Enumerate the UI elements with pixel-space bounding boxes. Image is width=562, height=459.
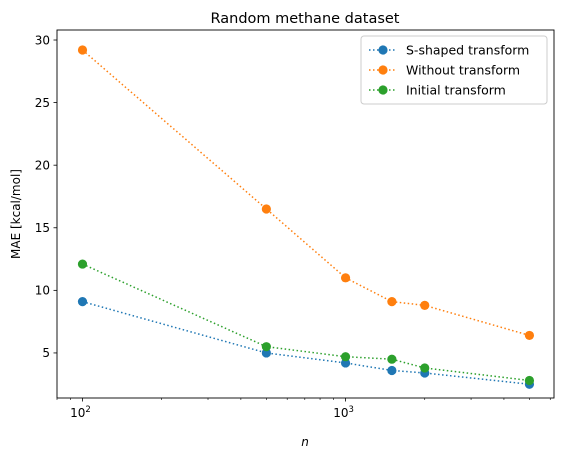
series-point-1-2 [340,273,351,283]
series-point-2-3 [387,354,397,364]
series-point-2-4 [420,363,430,373]
series-line-2 [82,263,530,382]
x-axis-label: n [301,435,309,449]
legend-label-1: Without transform [406,63,520,78]
plot-frame [56,29,555,399]
series-point-1-0 [77,45,88,55]
y-tick-label: 30 [35,33,50,47]
series-point-1-1 [261,204,271,214]
y-axis-ticks: 5 10 15 20 25 30 [35,33,57,360]
series-point-1-3 [387,297,397,307]
y-tick-label: 20 [35,158,50,172]
y-tick-label: 10 [35,284,50,298]
plot-series [77,45,535,389]
series-point-2-0 [77,259,88,269]
y-axis-label: MAE [kcal/mol] [9,169,23,259]
x-axis-ticks: 102 103 [56,398,551,420]
y-tick-label: 25 [35,96,50,110]
x-tick-label: 103 [333,405,354,420]
y-tick-label: 15 [35,221,50,235]
series-point-0-0 [77,297,88,307]
series-line-0 [82,300,530,385]
series-point-2-5 [524,375,535,386]
legend-marker-0 [378,45,388,55]
series-point-0-3 [387,365,397,376]
legend: S-shaped transform Without transform Initi… [360,35,548,105]
legend-marker-2 [378,85,388,95]
legend-label-0: S-shaped transform [406,43,529,58]
y-tick-label: 5 [42,346,50,360]
series-point-1-4 [420,300,430,310]
chart-title: Random methane dataset [211,11,400,27]
legend-marker-1 [378,65,388,75]
legend-label-2: Initial transform [406,83,506,98]
series-point-1-5 [524,330,535,341]
legend-box [360,35,548,105]
series-point-2-2 [340,352,351,362]
x-tick-label: 102 [70,405,91,420]
series-point-2-1 [261,342,271,352]
